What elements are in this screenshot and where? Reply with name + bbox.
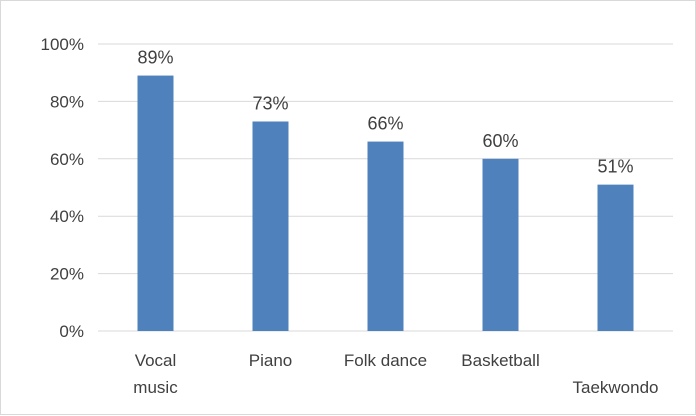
x-category-label: Piano [249,351,292,370]
bar [137,75,174,331]
x-axis-category-labels: Vocal music Piano Folk dance Basketball Taekw… [133,351,658,397]
data-label: 60% [482,131,518,151]
data-label: 51% [597,157,633,177]
y-tick-label: 60% [50,150,84,169]
y-tick-label: 100% [41,35,84,54]
x-category-label: Taekwondo [572,378,658,397]
data-label: 66% [367,114,403,134]
y-axis-tick-labels: 0% 20% 40% 60% 80% 100% [41,35,84,341]
bar [482,158,519,331]
data-label: 73% [252,93,288,113]
y-tick-label: 80% [50,92,84,111]
bar [597,184,634,331]
bar [367,141,404,331]
bar [252,121,289,332]
x-category-label: Vocal [135,351,177,370]
bars [137,75,634,332]
y-tick-label: 0% [59,322,84,341]
y-tick-label: 20% [50,265,84,284]
data-labels: 89% 73% 66% 60% 51% [137,48,633,177]
data-label: 89% [137,48,173,68]
y-tick-label: 40% [50,207,84,226]
x-category-label: Basketball [461,351,539,370]
x-category-label: Folk dance [344,351,427,370]
x-category-label: music [133,378,178,397]
